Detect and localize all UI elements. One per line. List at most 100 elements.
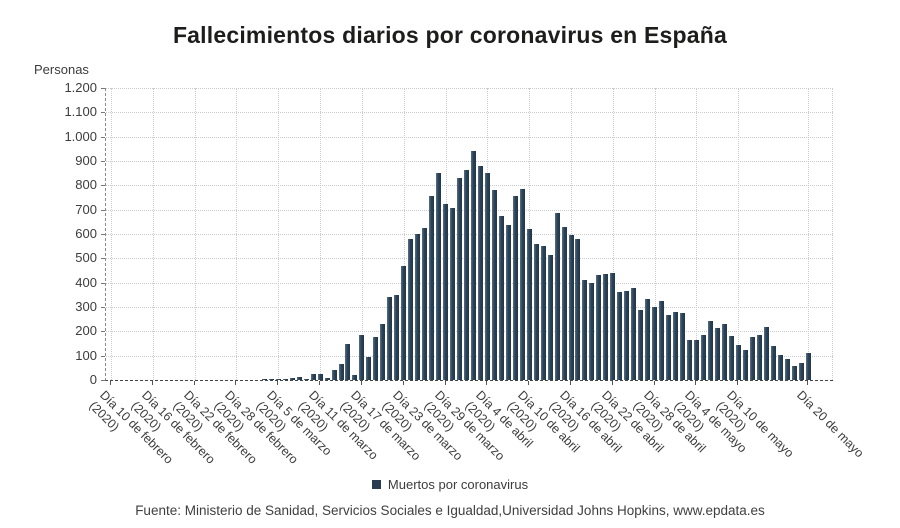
bar[interactable]	[777, 355, 783, 380]
h-gridline	[106, 282, 833, 284]
bar[interactable]	[387, 297, 393, 380]
bar[interactable]	[498, 215, 504, 380]
bar[interactable]	[680, 312, 686, 380]
bar[interactable]	[289, 377, 295, 380]
bar[interactable]	[310, 373, 316, 380]
bar[interactable]	[345, 343, 351, 380]
chart-title: Fallecimientos diarios por coronavirus e…	[172, 22, 728, 48]
bar[interactable]	[631, 288, 637, 380]
h-gridline	[106, 331, 833, 333]
bar[interactable]	[491, 190, 497, 380]
bar[interactable]	[275, 379, 281, 380]
v-gridline	[194, 88, 196, 380]
bar[interactable]	[547, 254, 553, 380]
bar[interactable]	[589, 282, 595, 380]
bar[interactable]	[596, 275, 602, 380]
y-tick-label: 800	[75, 177, 97, 193]
bar[interactable]	[526, 229, 532, 380]
bar[interactable]	[659, 300, 665, 380]
bar[interactable]	[666, 314, 672, 380]
bar[interactable]	[652, 306, 658, 380]
bar[interactable]	[540, 246, 546, 380]
bar[interactable]	[296, 377, 302, 380]
bar[interactable]	[735, 345, 741, 380]
bar[interactable]	[401, 265, 407, 380]
bar[interactable]	[317, 373, 323, 380]
plot-area	[105, 88, 833, 381]
bar[interactable]	[770, 346, 776, 380]
bar[interactable]	[366, 356, 372, 380]
y-tick-label: 1.000	[64, 128, 97, 144]
bar[interactable]	[505, 225, 511, 380]
y-tick-mark	[101, 307, 105, 308]
x-tick-mark	[737, 381, 739, 385]
bar[interactable]	[707, 320, 713, 380]
bar[interactable]	[721, 324, 727, 380]
bar[interactable]	[673, 311, 679, 380]
bar[interactable]	[436, 173, 442, 380]
bar[interactable]	[457, 178, 462, 380]
bar[interactable]	[728, 336, 734, 380]
v-gridline	[236, 88, 238, 380]
bar[interactable]	[331, 370, 337, 380]
bar[interactable]	[303, 378, 309, 380]
bar[interactable]	[700, 334, 706, 380]
bar[interactable]	[261, 379, 267, 380]
bar[interactable]	[484, 173, 490, 380]
bar[interactable]	[429, 196, 435, 380]
y-tick-label: 500	[75, 250, 97, 266]
bar[interactable]	[422, 227, 428, 380]
bar[interactable]	[324, 377, 330, 380]
bar[interactable]	[554, 213, 560, 380]
bar[interactable]	[568, 235, 574, 380]
h-gridline	[106, 112, 833, 114]
bar[interactable]	[624, 290, 630, 380]
bar[interactable]	[610, 272, 616, 380]
bar[interactable]	[268, 379, 274, 380]
bar[interactable]	[408, 238, 414, 380]
y-tick-mark	[101, 136, 105, 138]
bar[interactable]	[784, 358, 790, 380]
bar[interactable]	[645, 299, 651, 380]
bar[interactable]	[638, 309, 644, 380]
bar[interactable]	[561, 226, 567, 380]
bar[interactable]	[463, 169, 469, 380]
x-tick-mark	[402, 381, 404, 385]
bar[interactable]	[373, 337, 379, 380]
bar[interactable]	[338, 364, 344, 380]
bar[interactable]	[470, 151, 476, 380]
bar[interactable]	[282, 378, 288, 380]
v-gridline	[111, 88, 112, 380]
h-gridline	[106, 355, 833, 357]
bar[interactable]	[359, 334, 365, 380]
bar[interactable]	[742, 350, 748, 380]
bar[interactable]	[749, 337, 755, 380]
bar[interactable]	[450, 208, 456, 380]
bar[interactable]	[791, 365, 797, 380]
bar[interactable]	[415, 234, 421, 380]
bar[interactable]	[714, 328, 720, 380]
bar[interactable]	[575, 238, 581, 380]
y-tick-mark	[101, 282, 105, 284]
bar[interactable]	[756, 335, 762, 380]
bar[interactable]	[617, 292, 623, 380]
legend-item-muertos[interactable]: Muertos por coronavirus	[371, 477, 528, 492]
bar[interactable]	[582, 280, 588, 380]
bar[interactable]	[519, 188, 525, 380]
bar[interactable]	[693, 340, 699, 380]
bar[interactable]	[798, 363, 804, 380]
bar[interactable]	[443, 203, 449, 380]
bar[interactable]	[687, 340, 692, 380]
y-tick-mark	[101, 258, 105, 260]
bar[interactable]	[477, 165, 483, 380]
bar[interactable]	[533, 243, 539, 380]
bar[interactable]	[352, 375, 358, 380]
bar[interactable]	[512, 196, 518, 380]
x-tick-mark	[277, 381, 279, 385]
bar[interactable]	[380, 324, 386, 380]
legend: Muertos por coronavirus	[0, 477, 900, 492]
bar[interactable]	[763, 327, 769, 380]
bar[interactable]	[603, 274, 609, 380]
bar[interactable]	[394, 294, 400, 380]
bar[interactable]	[805, 353, 811, 380]
